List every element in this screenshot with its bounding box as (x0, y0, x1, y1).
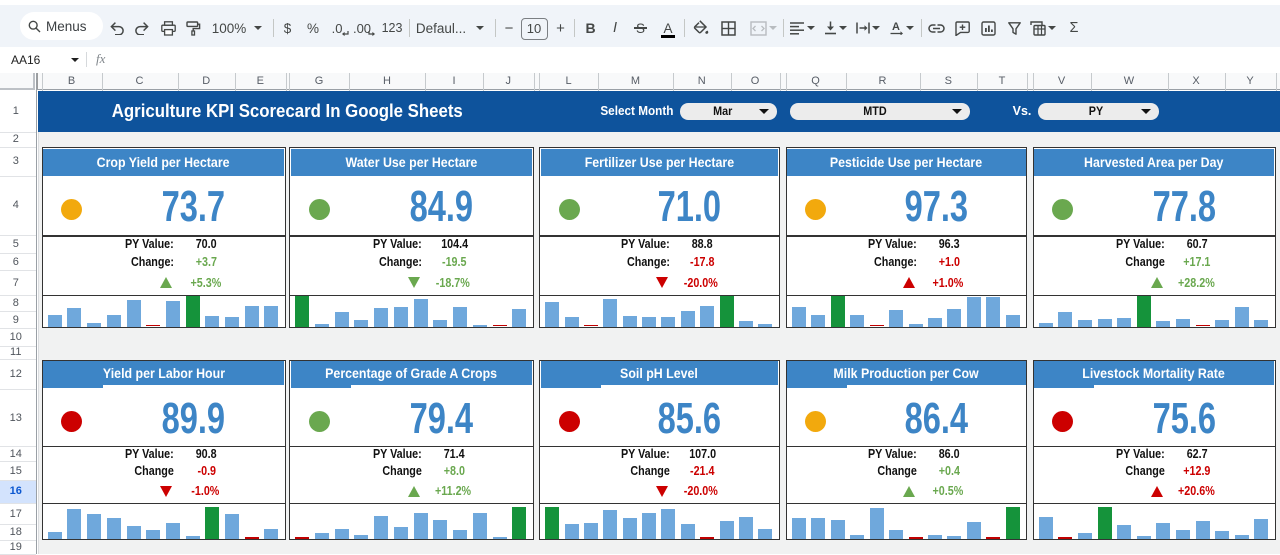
svg-text:A: A (892, 21, 900, 33)
